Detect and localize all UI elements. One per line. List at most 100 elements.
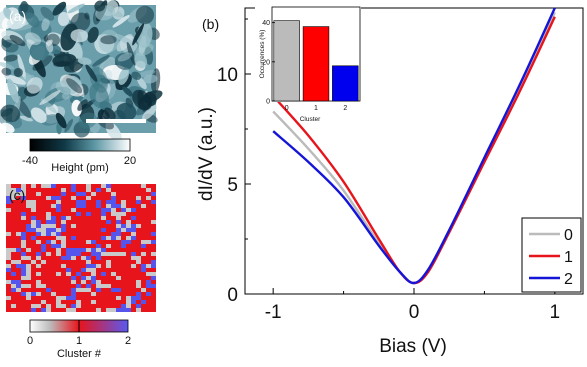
cluster-cell — [26, 268, 31, 272]
cluster-cell — [136, 224, 141, 228]
topography-blob — [70, 75, 82, 86]
topography-blob — [116, 102, 137, 121]
cluster-cell — [86, 240, 91, 244]
cluster-cell — [141, 288, 146, 292]
cluster-cell — [61, 244, 66, 248]
topography-blob — [24, 32, 42, 46]
topography-blob — [25, 12, 40, 28]
cluster-cell — [151, 276, 156, 280]
cluster-cell — [6, 296, 11, 300]
topography-blob — [92, 55, 110, 67]
cluster-cell — [61, 296, 66, 300]
cluster-cell — [76, 272, 81, 276]
cluster-cell — [131, 232, 136, 236]
cluster-cell — [121, 252, 126, 256]
cluster-cell — [76, 300, 81, 304]
cluster-cell — [131, 208, 136, 212]
topography-blob — [57, 11, 70, 27]
cluster-cell — [111, 192, 116, 196]
cluster-cell — [31, 224, 36, 228]
cluster-cell — [46, 196, 51, 200]
cluster-cell — [26, 284, 31, 288]
topography-blob — [117, 52, 133, 62]
cluster-cell — [91, 192, 96, 196]
cluster-cell — [116, 228, 121, 232]
cluster-cell — [106, 264, 111, 268]
cluster-cell — [131, 300, 136, 304]
cluster-cell — [151, 220, 156, 224]
cluster-cell — [121, 308, 126, 312]
panel-c: (c) 0 1 2 Cluster # — [6, 184, 156, 360]
cluster-cell — [141, 252, 146, 256]
main-series — [272, 7, 556, 285]
cluster-cell — [116, 220, 121, 224]
cluster-cell — [101, 208, 106, 212]
cluster-cell — [46, 232, 51, 236]
cluster-cell — [6, 200, 11, 204]
cluster-cell — [106, 284, 111, 288]
cluster-cell — [11, 196, 16, 200]
cluster-cell — [151, 252, 156, 256]
cluster-cell — [91, 300, 96, 304]
topography-blob — [77, 99, 88, 111]
cluster-cell — [106, 208, 111, 212]
cluster-cell — [76, 252, 81, 256]
cluster-cell — [106, 188, 111, 192]
cluster-cell — [36, 228, 41, 232]
cluster-cell — [56, 236, 61, 240]
cluster-cell — [136, 304, 141, 308]
topography-blob — [17, 54, 26, 80]
cluster-cell — [56, 272, 61, 276]
cluster-cell — [151, 240, 156, 244]
cluster-cell — [81, 268, 86, 272]
cluster-cell — [116, 308, 121, 312]
cluster-cell — [66, 252, 71, 256]
topography-blob — [70, 29, 89, 43]
cluster-cell — [71, 252, 76, 256]
cluster-cell — [41, 284, 46, 288]
x-tick-label: -1 — [265, 302, 282, 323]
topography-blob — [1, 39, 19, 53]
topography-blob — [85, 64, 98, 82]
topography-blob — [55, 112, 67, 129]
cluster-cell — [116, 224, 121, 228]
cluster-cell — [96, 264, 101, 268]
cluster-cell — [121, 304, 126, 308]
cluster-cell — [111, 272, 116, 276]
cluster-cell — [41, 224, 46, 228]
cluster-cell — [131, 228, 136, 232]
cluster-cell — [111, 308, 116, 312]
cluster-cell — [46, 308, 51, 312]
cluster-colorbar-tick-2: 2 — [125, 335, 131, 347]
cluster-cell — [11, 304, 16, 308]
topography-blob — [137, 69, 156, 78]
cluster-cell — [51, 220, 56, 224]
cluster-cell — [121, 208, 126, 212]
cluster-cell — [71, 236, 76, 240]
cluster-cell — [66, 216, 71, 220]
cluster-cell — [36, 284, 41, 288]
cluster-cell — [31, 260, 36, 264]
cluster-cell — [21, 192, 26, 196]
cluster-cell — [21, 292, 26, 296]
cluster-cell — [126, 224, 131, 228]
topography-blob — [142, 104, 158, 121]
cluster-cell — [36, 232, 41, 236]
cluster-cell — [31, 228, 36, 232]
cluster-cell — [111, 200, 116, 204]
cluster-cell — [21, 256, 26, 260]
cluster-cell — [96, 204, 101, 208]
cluster-cell — [26, 256, 31, 260]
cluster-cell — [101, 272, 106, 276]
cluster-cell — [81, 248, 86, 252]
cluster-cell — [131, 236, 136, 240]
cluster-cell — [86, 196, 91, 200]
cluster-cell — [126, 208, 131, 212]
cluster-cell — [16, 284, 21, 288]
cluster-cell — [71, 248, 76, 252]
cluster-cell — [71, 288, 76, 292]
cluster-cell — [116, 288, 121, 292]
cluster-cell — [101, 236, 106, 240]
cluster-cell — [111, 196, 116, 200]
topography-blob — [52, 1, 67, 16]
